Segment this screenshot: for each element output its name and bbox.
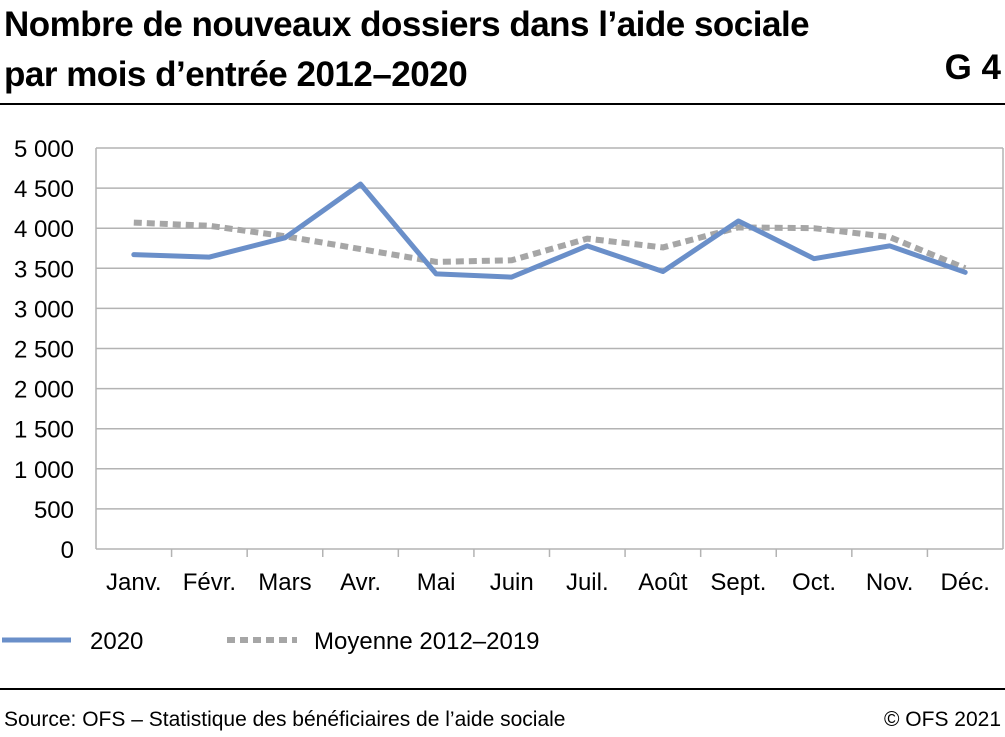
y-tick-label: 5 000: [14, 136, 74, 163]
series-lines: [131, 181, 968, 280]
x-tick-label: Juil.: [566, 569, 609, 596]
x-tick-label: Févr.: [183, 569, 236, 596]
y-tick-label: 4 500: [14, 176, 74, 203]
figure-id: G 4: [944, 48, 1001, 87]
source-note: Source: OFS – Statistique des bénéficiai…: [4, 708, 566, 731]
bottom-rule: [0, 688, 1005, 690]
x-tick-label: Mars: [258, 569, 311, 596]
x-tick-label: Août: [638, 569, 688, 596]
legend-label: 2020: [90, 628, 143, 655]
x-tick-label: Sept.: [710, 569, 766, 596]
plot-frame: [95, 148, 1004, 549]
y-tick-label: 1 000: [14, 457, 74, 484]
legend: 2020 Moyenne 2012–2019: [2, 628, 540, 655]
chart-title-line-1: Nombre de nouveaux dossiers dans l’aide …: [4, 5, 810, 44]
y-tick-label: 500: [34, 497, 74, 524]
x-tick-label: Avr.: [340, 569, 381, 596]
copyright-note: © OFS 2021: [883, 708, 1001, 731]
top-rule: [0, 103, 1005, 105]
x-tick-label: Nov.: [866, 569, 914, 596]
x-tick-label: Janv.: [106, 569, 162, 596]
x-tick-label: Oct.: [792, 569, 836, 596]
grid-lines: [96, 147, 1003, 550]
legend-label: Moyenne 2012–2019: [314, 628, 540, 655]
y-tick-label: 2 500: [14, 337, 74, 364]
y-tick-label: 2 000: [14, 377, 74, 404]
y-tick-label: 3 000: [14, 296, 74, 323]
y-tick-label: 0: [61, 537, 74, 564]
y-tick-label: 3 500: [14, 256, 74, 283]
y-axis: 0 500 1 000 1 500 2 000 2 500 3 000 3 500 4 000 4…: [14, 136, 74, 564]
x-tick-label: Déc.: [941, 569, 990, 596]
x-tick-label: Juin: [490, 569, 534, 596]
chart-title: Nombre de nouveaux dossiers dans l’aide …: [4, 0, 904, 100]
y-tick-label: 1 500: [14, 417, 74, 444]
y-tick-label: 4 000: [14, 216, 74, 243]
chart-title-line-2: par mois d’entrée 2012–2020: [4, 55, 468, 94]
x-axis: Janv. Févr. Mars Avr. Mai Juin Juil. Août Sept. O…: [106, 549, 990, 596]
series-line-average: [133, 219, 967, 272]
series-line-y2020: [131, 181, 968, 280]
x-tick-label: Mai: [417, 569, 456, 596]
